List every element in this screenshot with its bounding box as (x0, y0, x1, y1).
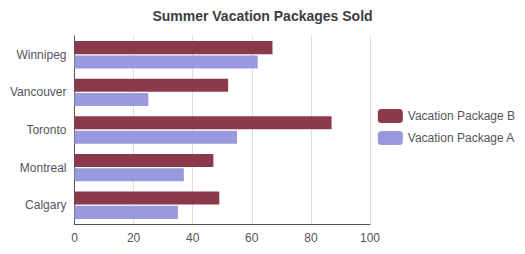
svg-text:Winnipeg: Winnipeg (16, 48, 66, 62)
svg-text:Vacation Package B: Vacation Package B (408, 109, 515, 123)
svg-text:80: 80 (304, 231, 318, 245)
svg-text:Vancouver: Vancouver (10, 85, 66, 99)
svg-text:Calgary: Calgary (25, 198, 66, 212)
svg-text:60: 60 (245, 231, 259, 245)
svg-text:Montreal: Montreal (20, 161, 67, 175)
svg-text:Summer Vacation Packages Sold: Summer Vacation Packages Sold (152, 8, 372, 24)
svg-text:0: 0 (71, 231, 78, 245)
svg-text:100: 100 (360, 231, 380, 245)
svg-text:Vacation Package A: Vacation Package A (408, 131, 515, 145)
svg-text:40: 40 (186, 231, 200, 245)
svg-text:Toronto: Toronto (26, 123, 66, 137)
svg-text:20: 20 (127, 231, 141, 245)
